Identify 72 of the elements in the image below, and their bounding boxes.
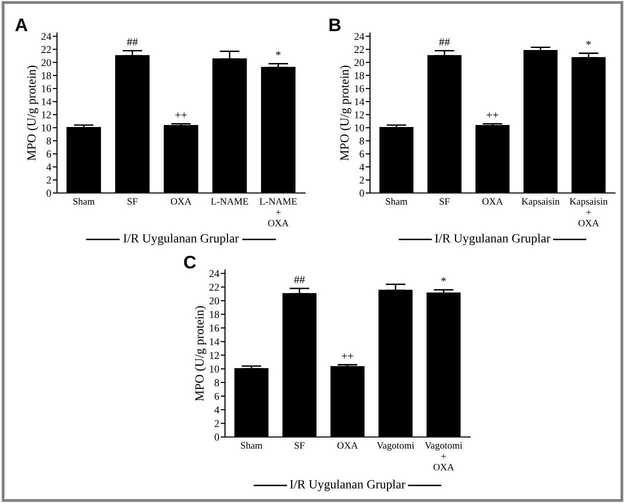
y-tick-label: 16 <box>42 85 52 92</box>
y-tick-label: 22 <box>354 46 364 53</box>
y-tick-label: 4 <box>214 406 220 414</box>
annotation: * <box>586 40 591 45</box>
y-tick-label: 16 <box>354 85 364 92</box>
y-tick-label: 12 <box>42 111 51 118</box>
x-tick-label: L-NAME <box>211 198 248 205</box>
chart-title: A <box>15 18 28 32</box>
y-axis-title: MPO (U/g protein) <box>340 66 352 161</box>
x-tick-label: OXA <box>482 198 503 205</box>
y-tick-label: 6 <box>214 392 220 400</box>
y-tick-label: 10 <box>354 124 364 132</box>
annotation: ++ <box>486 112 498 118</box>
x-tick-label: SF <box>294 442 305 449</box>
x-axis-title: I/R Uygulanan Gruplar <box>123 234 239 246</box>
y-tick-label: 0 <box>214 434 220 441</box>
x-tick-label: Kapsaisin <box>522 198 560 207</box>
x-tick-label: Vagotomi + OXA <box>424 442 462 470</box>
x-tick-label: Vagotomi <box>376 442 414 451</box>
x-tick-label: OXA <box>170 198 192 205</box>
annotation: * <box>276 51 280 56</box>
y-tick-label: 10 <box>210 366 220 373</box>
y-tick-label: 18 <box>354 72 364 80</box>
y-tick-label: 22 <box>209 284 219 291</box>
y-tick-label: 24 <box>41 32 52 40</box>
y-tick-label: 12 <box>354 111 364 118</box>
y-tick-label: 24 <box>354 32 364 40</box>
y-tick-label: 14 <box>210 338 220 346</box>
chart-title: C <box>184 256 196 269</box>
y-tick-label: 22 <box>41 46 51 53</box>
y-tick-label: 2 <box>46 176 51 184</box>
x-tick-label: SF <box>128 198 138 205</box>
x-tick-label: Sham <box>386 198 408 205</box>
y-tick-label: 0 <box>360 190 364 197</box>
y-tick-label: 2 <box>360 176 364 184</box>
y-tick-label: 2 <box>214 420 219 427</box>
annotation: ++ <box>175 112 187 118</box>
chart-title: B <box>330 18 341 32</box>
x-tick-label: OXA <box>337 442 358 449</box>
x-tick-label: Kapsaisin + OXA <box>570 198 608 226</box>
y-tick-label: 0 <box>46 190 52 197</box>
y-tick-label: 14 <box>354 98 364 106</box>
x-tick-label: Sham <box>73 198 95 205</box>
y-tick-label: 6 <box>46 150 52 158</box>
y-axis-title: MPO (U/g protein) <box>194 306 206 402</box>
y-tick-label: 18 <box>42 72 52 80</box>
y-tick-label: 20 <box>41 59 52 66</box>
annotation: ## <box>439 38 450 46</box>
y-tick-label: 8 <box>46 137 52 144</box>
annotation: ## <box>294 276 305 284</box>
y-tick-label: 14 <box>42 98 52 106</box>
y-tick-label: 4 <box>46 164 52 170</box>
x-tick-label: L-NAME + OXA <box>260 198 297 226</box>
y-axis-title: MPO (U/g protein) <box>26 66 38 161</box>
y-tick-label: 4 <box>359 164 364 170</box>
x-tick-label: SF <box>440 198 450 205</box>
y-tick-label: 20 <box>209 297 220 304</box>
y-tick-label: 16 <box>210 324 220 332</box>
x-axis-title: I/R Uygulanan Gruplar <box>434 234 550 246</box>
y-tick-label: 8 <box>214 379 220 386</box>
annotation: ## <box>127 38 138 46</box>
x-tick-label: Sham <box>241 442 262 449</box>
y-tick-label: 6 <box>360 150 364 158</box>
y-tick-label: 10 <box>42 124 52 132</box>
y-tick-label: 8 <box>360 137 364 144</box>
annotation: * <box>441 277 446 282</box>
y-tick-label: 18 <box>210 310 220 318</box>
x-axis-title: I/R Uygulanan Gruplar <box>290 480 406 492</box>
y-tick-label: 24 <box>209 270 220 278</box>
y-tick-label: 12 <box>210 352 219 359</box>
y-tick-label: 20 <box>354 59 364 66</box>
annotation: ++ <box>342 353 354 358</box>
